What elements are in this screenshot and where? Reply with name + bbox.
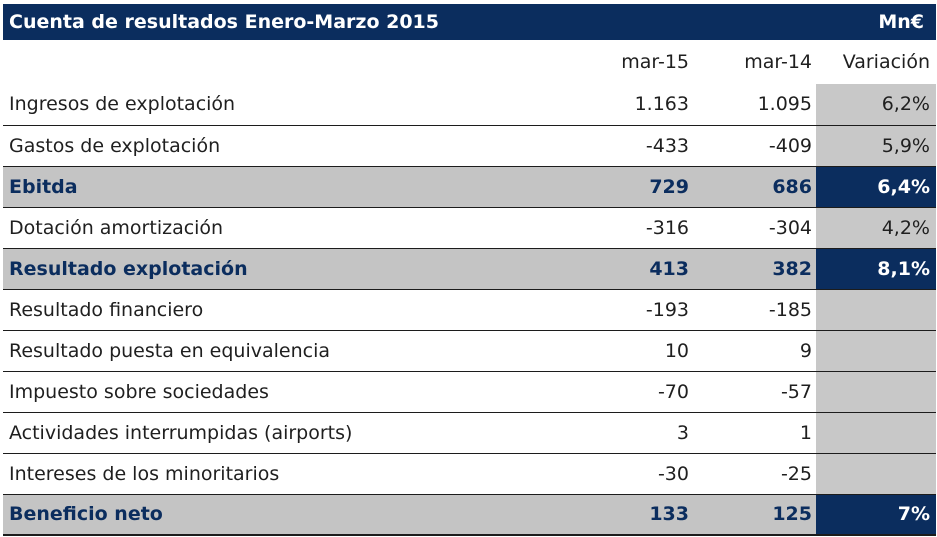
value-mar-15: -70 <box>570 371 693 413</box>
row-label: Resultado financiero <box>3 289 570 331</box>
results-table: mar-15 mar-14 Variación Ingresos de expl… <box>3 40 936 536</box>
variation-value <box>816 453 936 495</box>
variation-value: 7% <box>816 494 936 536</box>
column-header-mar-15: mar-15 <box>621 51 689 73</box>
table-row: Gastos de explotación -433 -409 5,9% <box>3 125 936 167</box>
value-mar-14: -304 <box>693 207 816 249</box>
value-mar-15: -316 <box>570 207 693 249</box>
value-mar-15: -193 <box>570 289 693 331</box>
value-mar-15: -433 <box>570 125 693 167</box>
table-row: Resultado financiero -193 -185 <box>3 289 936 331</box>
variation-value <box>816 330 936 372</box>
table-row: Impuesto sobre sociedades -70 -57 <box>3 371 936 413</box>
row-label: Resultado puesta en equivalencia <box>3 330 570 372</box>
table-row: Intereses de los minoritarios -30 -25 <box>3 453 936 495</box>
row-label: Beneficio neto <box>3 494 570 536</box>
value-mar-15: 10 <box>570 330 693 372</box>
column-header-variacion: Variación <box>816 40 936 84</box>
header-row: mar-15 mar-14 Variación <box>3 40 936 84</box>
value-mar-14: -185 <box>693 289 816 331</box>
row-label: Actividades interrumpidas (airports) <box>3 412 570 454</box>
variation-value <box>816 412 936 454</box>
row-label: Resultado explotación <box>3 248 570 290</box>
row-label: Ingresos de explotación <box>3 84 570 126</box>
table-title: Cuenta de resultados Enero-Marzo 2015 <box>9 11 439 33</box>
value-mar-15: 413 <box>570 248 693 290</box>
row-label: Ebitda <box>3 166 570 208</box>
value-mar-14: -409 <box>693 125 816 167</box>
variation-value: 8,1% <box>816 248 936 290</box>
variation-value <box>816 371 936 413</box>
total-row: Ebitda 729 686 6,4% <box>3 166 936 208</box>
title-bar: Cuenta de resultados Enero-Marzo 2015 Mn… <box>3 4 936 40</box>
income-statement: Cuenta de resultados Enero-Marzo 2015 Mn… <box>3 4 936 536</box>
value-mar-14: -25 <box>693 453 816 495</box>
header-label-cell <box>3 40 570 84</box>
variation-value: 6,2% <box>816 84 936 126</box>
value-mar-15: 729 <box>570 166 693 208</box>
value-mar-15: 1.163 <box>570 84 693 126</box>
table-body: mar-15 mar-14 Variación Ingresos de expl… <box>3 40 936 536</box>
row-label: Gastos de explotación <box>3 125 570 167</box>
value-mar-14: 1.095 <box>693 84 816 126</box>
table-row: Dotación amortización -316 -304 4,2% <box>3 207 936 249</box>
variation-value: 4,2% <box>816 207 936 249</box>
value-mar-14: 125 <box>693 494 816 536</box>
total-row: Beneficio neto 133 125 7% <box>3 494 936 536</box>
value-mar-14: 9 <box>693 330 816 372</box>
value-mar-15: 133 <box>570 494 693 536</box>
column-header-mar-14: mar-14 <box>744 51 812 73</box>
variation-value <box>816 289 936 331</box>
value-mar-15: 3 <box>570 412 693 454</box>
variation-value: 6,4% <box>816 166 936 208</box>
row-label: Impuesto sobre sociedades <box>3 371 570 413</box>
row-label: Dotación amortización <box>3 207 570 249</box>
value-mar-15: -30 <box>570 453 693 495</box>
row-label: Intereses de los minoritarios <box>3 453 570 495</box>
total-row: Resultado explotación 413 382 8,1% <box>3 248 936 290</box>
variation-value: 5,9% <box>816 125 936 167</box>
unit-label: Mn€ <box>878 11 924 33</box>
table-row: Resultado puesta en equivalencia 10 9 <box>3 330 936 372</box>
table-row: Ingresos de explotación 1.163 1.095 6,2% <box>3 84 936 126</box>
value-mar-14: 382 <box>693 248 816 290</box>
value-mar-14: 686 <box>693 166 816 208</box>
value-mar-14: -57 <box>693 371 816 413</box>
table-row: Actividades interrumpidas (airports) 3 1 <box>3 412 936 454</box>
value-mar-14: 1 <box>693 412 816 454</box>
